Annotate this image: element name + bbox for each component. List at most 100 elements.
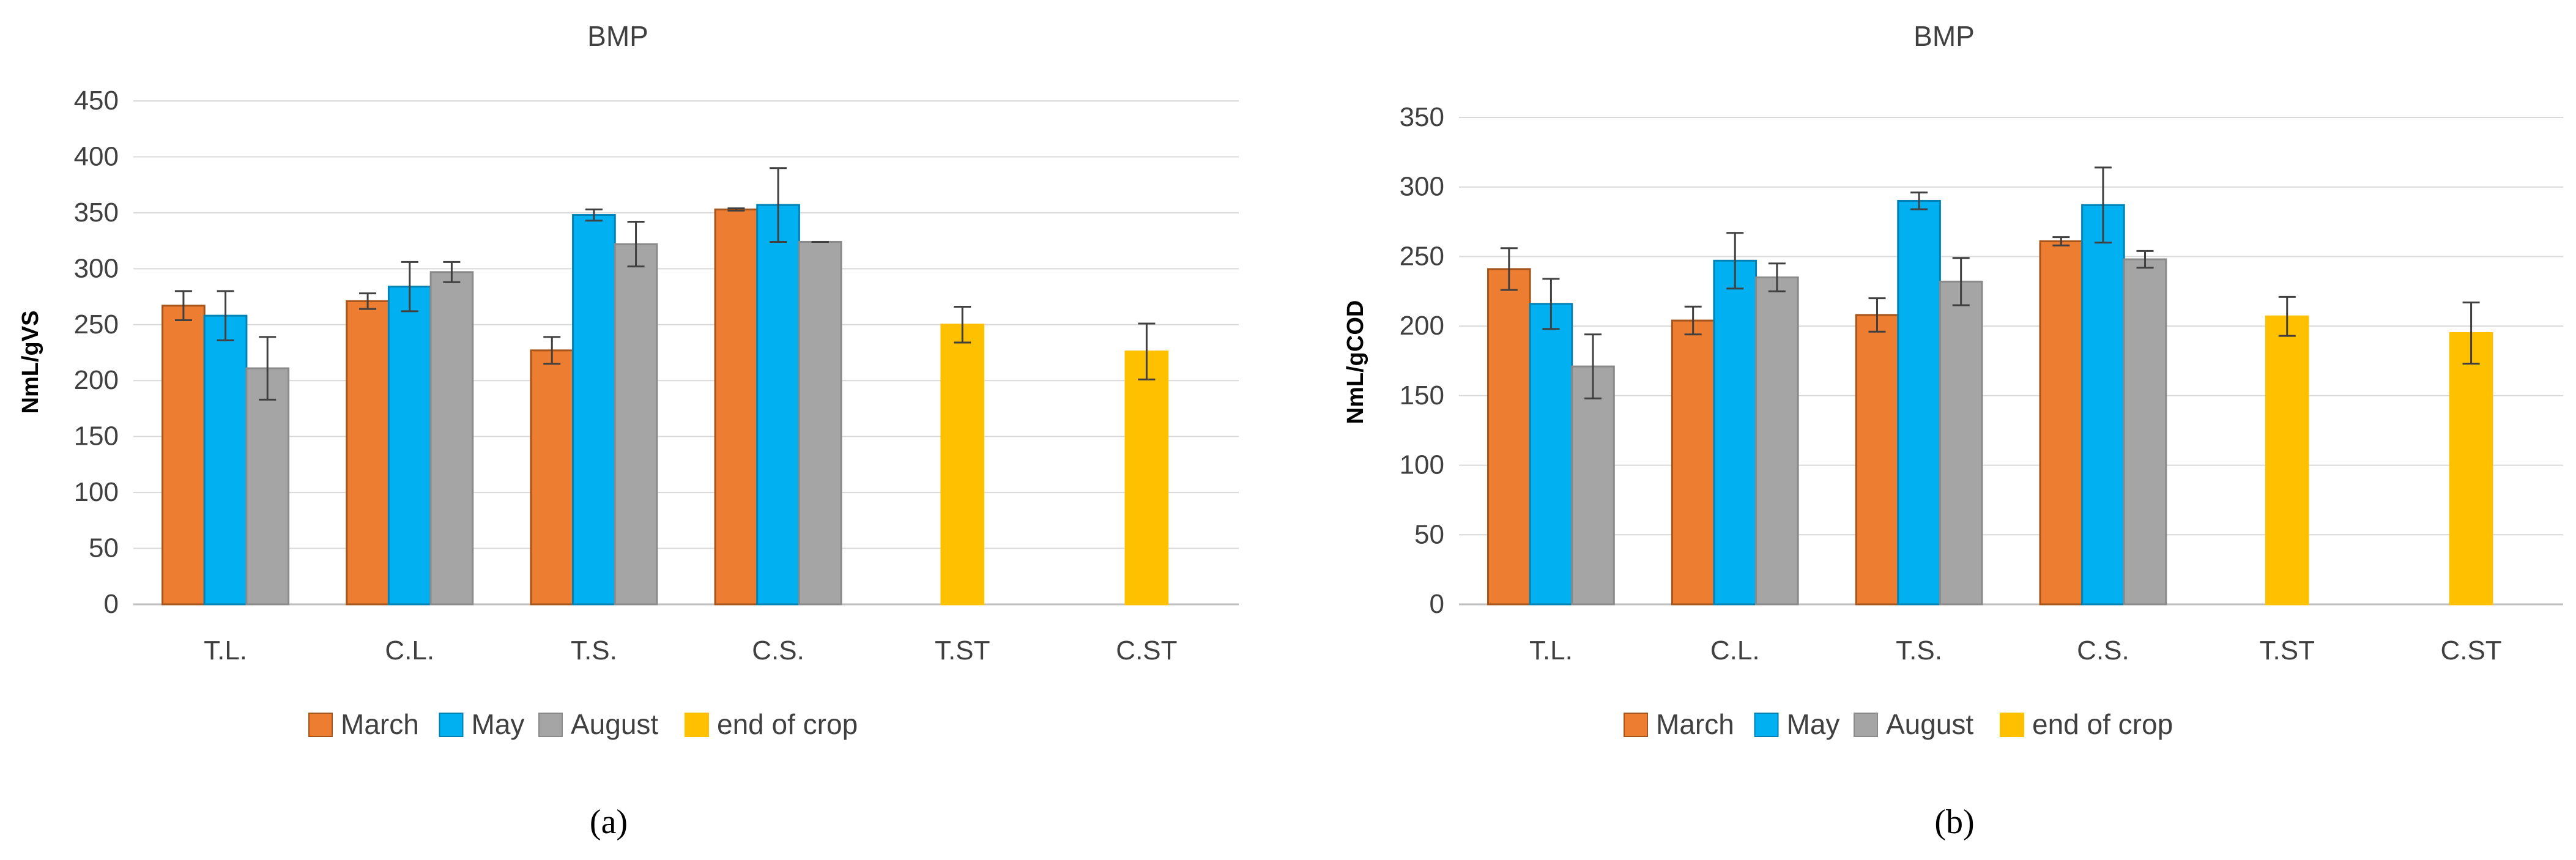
legend: March May August end of crop (308, 708, 858, 740)
y-tick-label: 350 (74, 198, 119, 228)
legend-label: March (1656, 708, 1734, 740)
error-bar (1684, 305, 1702, 336)
error-bar (585, 208, 603, 222)
bar (1671, 319, 1715, 606)
bar (1487, 268, 1531, 606)
bar (1529, 303, 1573, 606)
y-tick-label: 250 (1400, 241, 1444, 271)
y-tick-label: 0 (104, 589, 119, 619)
chart-panel-b: BMP NmL/gCOD 0 50 100 150 200 250 300 350 T.L. C.… (1343, 20, 2563, 841)
error-bar (2094, 166, 2112, 244)
x-tick-label: C.S. (2077, 636, 2129, 665)
x-tick-label: T.ST (2260, 636, 2315, 665)
bar (2039, 240, 2084, 606)
bar (161, 305, 206, 606)
bar (245, 367, 290, 606)
y-tick-label: 400 (74, 141, 119, 171)
legend-label: August (1886, 708, 1973, 740)
error-bar (443, 261, 461, 283)
x-tick-label: C.S. (752, 636, 804, 665)
legend-swatch (1624, 713, 1648, 737)
error-bar (401, 261, 418, 313)
legend-swatch (2000, 713, 2024, 737)
error-bar (1500, 247, 1518, 291)
y-tick-label: 450 (74, 86, 119, 116)
x-tick-label: T.ST (935, 636, 990, 665)
error-bar (1584, 333, 1602, 399)
y-tick-label: 150 (74, 421, 119, 451)
error-bar (1138, 322, 1156, 380)
y-tick-label: 100 (74, 477, 119, 507)
x-tick-label: C.L. (385, 636, 434, 665)
bar (1124, 350, 1169, 606)
legend-swatch (1754, 713, 1779, 737)
error-bar (174, 290, 192, 321)
error-bar (770, 167, 787, 243)
bar (572, 214, 616, 606)
error-bar (259, 336, 277, 401)
bar (2123, 258, 2167, 606)
y-axis-label: NmL/gCOD (1343, 300, 1368, 424)
error-bar (2462, 301, 2480, 365)
y-tick-label: 200 (74, 365, 119, 395)
y-tick-label: 200 (1400, 311, 1444, 341)
error-bar (543, 336, 561, 365)
bar (429, 271, 474, 606)
x-tick-label: C.ST (1116, 636, 1177, 665)
bar (714, 208, 759, 606)
x-tick-label: C.L. (1710, 636, 1760, 665)
bar (940, 324, 985, 606)
plot-area: 0 50 100 150 200 250 300 350 T.L. C.L. T.S. C.S. T.S… (1400, 102, 2563, 665)
error-bar (1542, 278, 1560, 330)
error-bar (2052, 236, 2070, 247)
bar (1939, 280, 1983, 606)
error-bar (1768, 262, 1786, 292)
legend-label: end of crop (2032, 708, 2173, 740)
legend-label: May (1787, 708, 1840, 740)
plot-area: 0 50 100 150 200 250 300 350 400 450 T.L. C.L. T.S. C… (74, 86, 1239, 665)
error-bar (627, 221, 645, 268)
x-tick-label: T.S. (571, 636, 617, 665)
error-bar (2278, 295, 2296, 337)
bar (756, 204, 800, 606)
y-tick-label: 300 (1400, 172, 1444, 202)
subcaption-b: (b) (1934, 803, 1974, 841)
error-bar (1910, 191, 1928, 210)
legend-label: March (341, 708, 419, 740)
bar (1897, 199, 1941, 606)
error-bar (1726, 232, 1744, 290)
bar (1571, 365, 1615, 606)
x-tick-label: T.L. (1529, 636, 1573, 665)
legend-swatch (538, 713, 563, 737)
bar (1755, 276, 1799, 606)
bar (387, 286, 432, 606)
legend: March May August end of crop (1624, 708, 2173, 740)
y-tick-label: 0 (1430, 589, 1444, 619)
bar (2081, 204, 2125, 606)
legend-swatch (1854, 713, 1878, 737)
legend-label: May (472, 708, 525, 740)
error-bar (2136, 250, 2154, 269)
bar (1713, 259, 1758, 606)
bar (614, 243, 658, 606)
legend-swatch (439, 713, 464, 737)
legend-label: August (571, 708, 658, 740)
subcaption-a: (a) (590, 803, 628, 841)
bar (798, 240, 842, 606)
y-tick-label: 250 (74, 310, 119, 339)
chart-panel-a: BMP NmL/gVS 0 50 100 150 200 250 300 350 400 450 T… (18, 20, 1239, 841)
bar (2449, 332, 2493, 606)
y-tick-label: 100 (1400, 450, 1444, 480)
bar (203, 314, 248, 606)
x-tick-label: C.ST (2440, 636, 2501, 665)
error-bar (217, 290, 234, 341)
chart-title: BMP (1913, 20, 1975, 52)
y-tick-label: 50 (1414, 519, 1444, 549)
error-bar (954, 306, 971, 344)
x-tick-label: T.S. (1896, 636, 1942, 665)
y-axis-label: NmL/gVS (18, 311, 43, 414)
y-tick-label: 50 (89, 533, 119, 563)
bar (1855, 314, 1899, 606)
bar (346, 300, 390, 606)
